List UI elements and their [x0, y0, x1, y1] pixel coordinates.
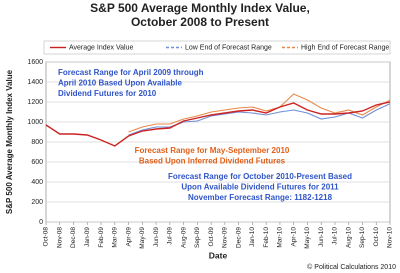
- annotation: Dividend Futures for 2010: [58, 89, 157, 98]
- annotation: Forecast Range for April 2009 through: [58, 68, 204, 77]
- y-tick-label: 600: [31, 159, 43, 166]
- x-tick-label: Oct-10: [373, 227, 380, 247]
- y-tick-label: 200: [31, 199, 43, 206]
- y-tick-label: 1600: [27, 59, 43, 66]
- y-tick-label: 800: [31, 139, 43, 146]
- x-tick-label: Dec-09: [235, 227, 242, 248]
- x-tick-label: May-09: [139, 227, 146, 249]
- x-tick-label: Aug-10: [345, 227, 352, 248]
- x-tick-label: Nov-10: [387, 227, 394, 248]
- x-tick-label: Dec-08: [70, 227, 77, 248]
- annotation: Forecast Range for May-September 2010: [135, 146, 290, 155]
- x-tick-label: Feb-10: [263, 227, 270, 248]
- x-tick-label: Apr-09: [125, 227, 132, 247]
- x-tick-label: Sep-09: [194, 227, 201, 248]
- x-tick-label: Feb-09: [98, 227, 105, 248]
- annotation: November Forecast Range: 1182-1218: [188, 193, 333, 202]
- x-tick-label: Jan-10: [249, 227, 256, 247]
- x-tick-label: Jul-09: [167, 227, 174, 245]
- x-tick-label: Apr-10: [290, 227, 297, 247]
- x-tick-label: Jun-09: [153, 227, 160, 247]
- x-tick-label: Nov-09: [222, 227, 229, 248]
- x-tick-label: Oct-08: [43, 227, 50, 247]
- y-tick-label: 400: [31, 179, 43, 186]
- x-tick-label: Sep-10: [359, 227, 366, 248]
- annotation: April 2010 Based Upon Available: [58, 79, 182, 88]
- legend-label: High End of Forecast Range: [301, 44, 389, 51]
- x-tick-label: Mar-09: [112, 227, 119, 248]
- legend-label: Average Index Value: [69, 44, 133, 51]
- series-line: [128, 93, 391, 133]
- series-line: [45, 101, 391, 147]
- y-tick-label: 1200: [27, 99, 43, 106]
- y-axis-label: S&P 500 Average Monthly Index Value: [5, 69, 14, 214]
- x-tick-label: Oct-09: [208, 227, 215, 247]
- annotation: Forecast Range for October 2010-Present …: [168, 172, 352, 181]
- x-tick-label: Nov-08: [56, 227, 63, 248]
- x-tick-label: Jan-09: [84, 227, 91, 247]
- chart-title: October 2008 to Present: [131, 15, 269, 29]
- x-tick-label: Jun-10: [318, 227, 325, 247]
- y-tick-label: 1400: [27, 79, 43, 86]
- annotation: Upon Available Dividend Futures for 2011: [181, 183, 339, 192]
- chart-title: S&P 500 Average Monthly Index Value,: [90, 1, 310, 15]
- y-tick-label: 1000: [27, 119, 43, 126]
- x-tick-label: Aug-09: [180, 227, 187, 248]
- credit: © Political Calculations 2010: [307, 263, 396, 271]
- legend-box: [43, 40, 391, 55]
- x-tick-label: Jul-10: [332, 227, 339, 245]
- x-tick-label: Mar-10: [277, 227, 284, 248]
- legend-label: Low End of Forecast Range: [185, 44, 272, 51]
- y-tick-label: 0: [39, 219, 43, 226]
- x-tick-label: May-10: [304, 227, 311, 249]
- annotation: Based Upon Inferred Dividend Futures: [139, 157, 286, 166]
- x-axis-label: Date: [209, 250, 228, 260]
